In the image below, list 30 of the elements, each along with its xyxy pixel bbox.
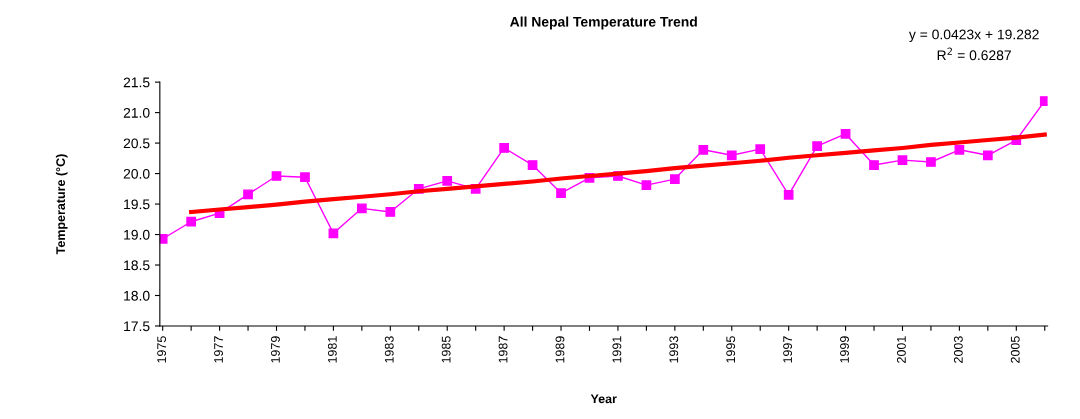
x-tick-label: 1975: [157, 336, 167, 363]
y-tick-label: 21.5: [123, 77, 150, 88]
x-tick-label: 1993: [669, 336, 679, 363]
x-tick-label: 2001: [896, 336, 906, 363]
x-tick-label: 2003: [953, 336, 963, 363]
y-tick-label: 20.0: [123, 168, 150, 179]
x-axis-title: Year: [590, 394, 617, 404]
x-tick-label: 1997: [783, 336, 793, 363]
x-tick-label: 1989: [555, 336, 565, 363]
x-tick-label: 2005: [1010, 336, 1020, 363]
x-tick-label: 1991: [612, 336, 622, 363]
y-tick-label: 20.5: [123, 138, 150, 149]
x-tick-label: 1987: [498, 336, 508, 363]
y-tick-label: 17.5: [124, 321, 150, 332]
x-tick-label: 1999: [840, 336, 849, 363]
x-tick-label: 1977: [214, 336, 223, 363]
text: R$^{2}$ = 0.6287: [937, 47, 1011, 61]
x-tick-label: 1995: [726, 336, 736, 363]
y-tick-label: 19.0: [124, 229, 150, 240]
text: y = 0.0423x + 19.282: [908, 29, 1039, 43]
y-tick-label: 19.5: [124, 199, 150, 210]
chart-title: All Nepal Temperature Trend: [510, 16, 697, 30]
y-tick-label: 18.0: [124, 290, 150, 301]
x-tick-label: 1985: [441, 336, 451, 363]
x-tick-label: 1983: [384, 336, 394, 363]
y-axis-title: Temperature (°C): [55, 154, 68, 255]
x-tick-label: 1979: [271, 336, 280, 363]
y-tick-label: 18.5: [124, 260, 150, 271]
x-tick-label: 1981: [327, 336, 337, 363]
y-tick-label: 21.0: [123, 107, 150, 118]
